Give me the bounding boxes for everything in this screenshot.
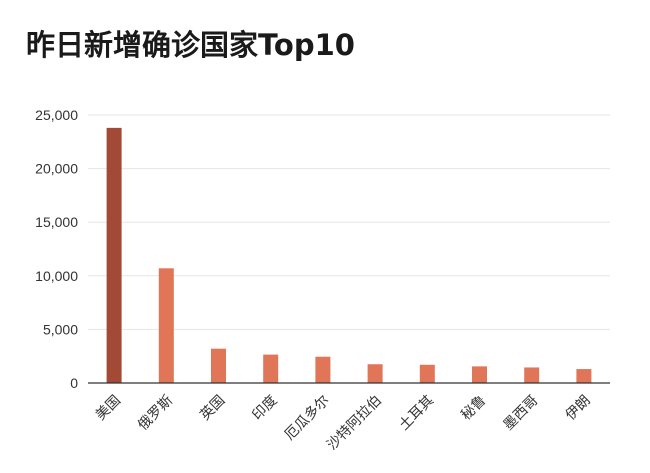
x-tick-label: 沙特阿拉伯 <box>324 393 385 454</box>
bar-沙特阿拉伯 <box>367 364 383 383</box>
x-tick-label: 土耳其 <box>396 393 437 434</box>
bar-伊朗 <box>576 369 592 383</box>
y-tick-label: 25,000 <box>35 107 78 123</box>
bar-英国 <box>211 348 226 383</box>
x-tick-label: 美国 <box>93 393 124 424</box>
bar-美国 <box>106 127 122 383</box>
y-tick-label: 5,000 <box>43 321 78 337</box>
y-axis-ticks: 0 5,000 10,000 15,000 20,000 25,000 <box>35 107 78 391</box>
x-tick-label: 厄瓜多尔 <box>281 392 333 444</box>
y-tick-label: 20,000 <box>35 161 78 177</box>
y-tick-label: 0 <box>70 375 78 391</box>
y-tick-label: 10,000 <box>35 268 78 284</box>
bars <box>106 127 592 383</box>
x-tick-label: 墨西哥 <box>501 393 542 434</box>
bar-墨西哥 <box>524 367 540 383</box>
gridlines <box>88 114 610 330</box>
x-tick-label: 俄罗斯 <box>135 393 176 434</box>
bar-厄瓜多尔 <box>315 356 331 383</box>
y-tick-label: 15,000 <box>35 214 78 230</box>
chart-title: 昨日新增确诊国家Top10 <box>26 28 355 62</box>
bar-印度 <box>263 354 279 383</box>
bar-秘鲁 <box>472 366 487 383</box>
x-tick-label: 秘鲁 <box>458 393 489 424</box>
x-tick-label: 英国 <box>197 392 229 424</box>
x-tick-label: 伊朗 <box>563 393 594 424</box>
x-tick-label: 印度 <box>249 393 280 424</box>
bar-土耳其 <box>419 364 435 383</box>
bar-俄罗斯 <box>158 268 174 383</box>
